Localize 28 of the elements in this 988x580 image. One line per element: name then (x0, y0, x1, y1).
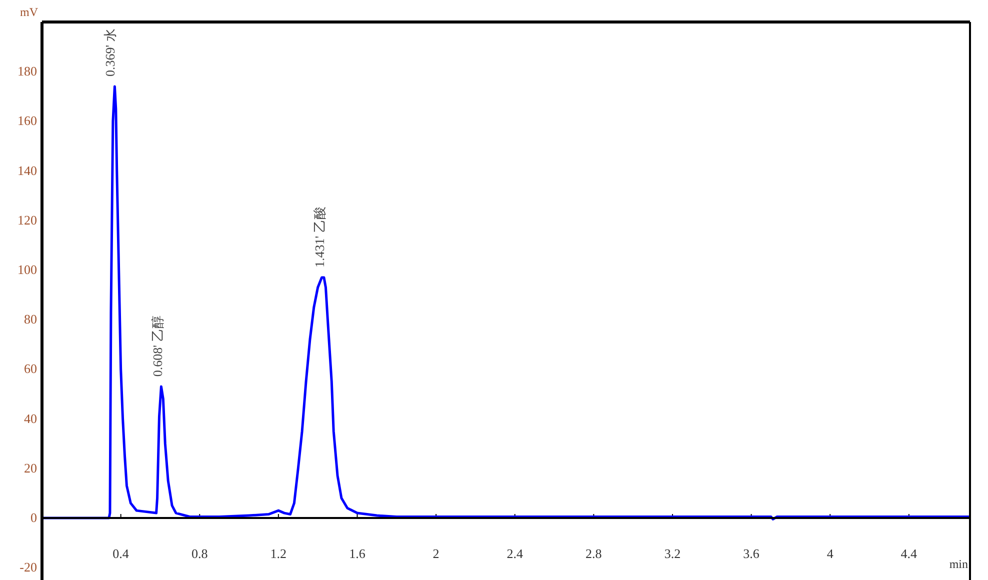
y-tick-label: 140 (18, 162, 37, 178)
x-axis-title: min (949, 557, 968, 571)
x-tick-label: 0.8 (191, 546, 208, 561)
annotation: 1.431' 乙酸 (312, 206, 327, 268)
x-tick-label: 2.4 (506, 546, 524, 561)
y-axis-title: mV (20, 5, 38, 19)
x-tick-label: 1.2 (270, 546, 287, 561)
y-tick-label: 20 (24, 460, 37, 476)
x-tick-label: 2.8 (586, 546, 602, 561)
y-tick-label: 180 (18, 64, 37, 79)
y-tick-label: 0 (30, 510, 37, 525)
x-tick-label: 0.4 (112, 546, 130, 561)
x-tick-label: 2 (432, 546, 440, 561)
y-tick-label: 80 (24, 312, 37, 327)
y-tick-label: 40 (24, 410, 37, 426)
y-tick-label: 160 (18, 113, 37, 128)
y-tick-label: 100 (18, 262, 37, 277)
annotation: 0.369' 水 (102, 28, 118, 76)
line-series (40, 85, 972, 520)
y-tick-label: 120 (18, 212, 37, 228)
x-tick-label: 4 (826, 546, 834, 561)
x-tick-label: 3.6 (743, 546, 760, 561)
x-tick-label: 1.6 (349, 546, 366, 561)
x-tick-label: 3.2 (664, 546, 681, 561)
y-tick-label: -20 (20, 560, 37, 575)
y-tick-label: 60 (24, 361, 37, 376)
x-tick-label: 4.4 (900, 546, 918, 561)
annotation: 0.608' 乙醇 (150, 316, 165, 377)
